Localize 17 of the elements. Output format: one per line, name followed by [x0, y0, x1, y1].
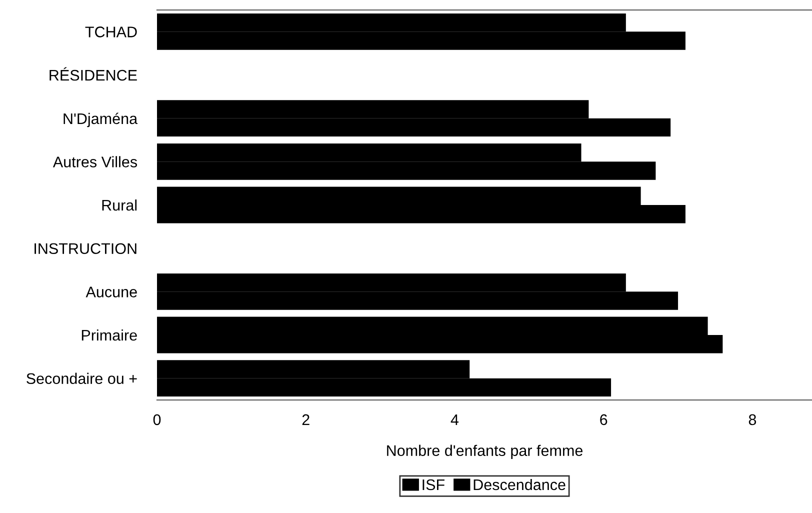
x-tick-label: 0	[153, 414, 161, 426]
y-tick-label: TCHAD	[85, 26, 137, 38]
y-tick-label: Rural	[102, 199, 137, 211]
x-tick-label: 2	[302, 414, 310, 425]
legend-label: Descendance	[474, 478, 566, 490]
y-tick-label: Primaire	[82, 329, 137, 341]
x-tick-label: 8	[748, 414, 756, 426]
x-tick-label: 4	[450, 414, 459, 425]
y-tick-label: N'Djaména	[64, 112, 138, 128]
y-tick-label: INSTRUCTION	[34, 243, 136, 254]
y-tick-label: Aucune	[86, 286, 137, 298]
y-tick-label: Secondaire ou +	[26, 372, 137, 384]
y-tick-label: RÉSIDENCE	[50, 67, 137, 81]
legend-label: ISF	[422, 479, 444, 490]
x-tick-label: 6	[600, 414, 608, 426]
x-axis-title: Nombre d'enfants par femme	[387, 444, 583, 460]
y-tick-label: Autres Villes	[52, 156, 138, 168]
